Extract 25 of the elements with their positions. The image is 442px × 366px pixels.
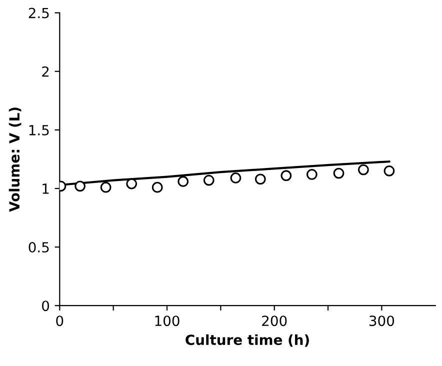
point xyxy=(230,172,242,184)
point xyxy=(333,168,344,179)
point xyxy=(203,174,214,186)
point xyxy=(100,182,112,193)
point xyxy=(384,166,395,176)
x-tick-label: 0 xyxy=(56,316,64,326)
point xyxy=(254,174,266,185)
point xyxy=(178,176,189,187)
point xyxy=(358,164,369,176)
x-tick-label: 300 xyxy=(370,316,394,326)
x-tick-label: 200 xyxy=(262,316,287,326)
point xyxy=(126,178,138,190)
x-axis-title: Culture time (h) xyxy=(186,334,309,347)
point xyxy=(306,169,318,180)
y-tick-label: 1 xyxy=(42,184,49,194)
x-tick-label: 100 xyxy=(155,316,180,326)
point xyxy=(152,182,163,193)
y-tick-label: 2.5 xyxy=(28,8,49,18)
y-tick-label: 1.5 xyxy=(29,125,49,136)
y-tick-label: 2 xyxy=(42,66,49,77)
y-tick-label: 0.5 xyxy=(28,242,49,253)
point xyxy=(74,180,86,192)
y-tick-label: 0 xyxy=(42,300,50,312)
point xyxy=(280,170,292,182)
y-axis-title: Volume: V (L) xyxy=(8,108,22,212)
